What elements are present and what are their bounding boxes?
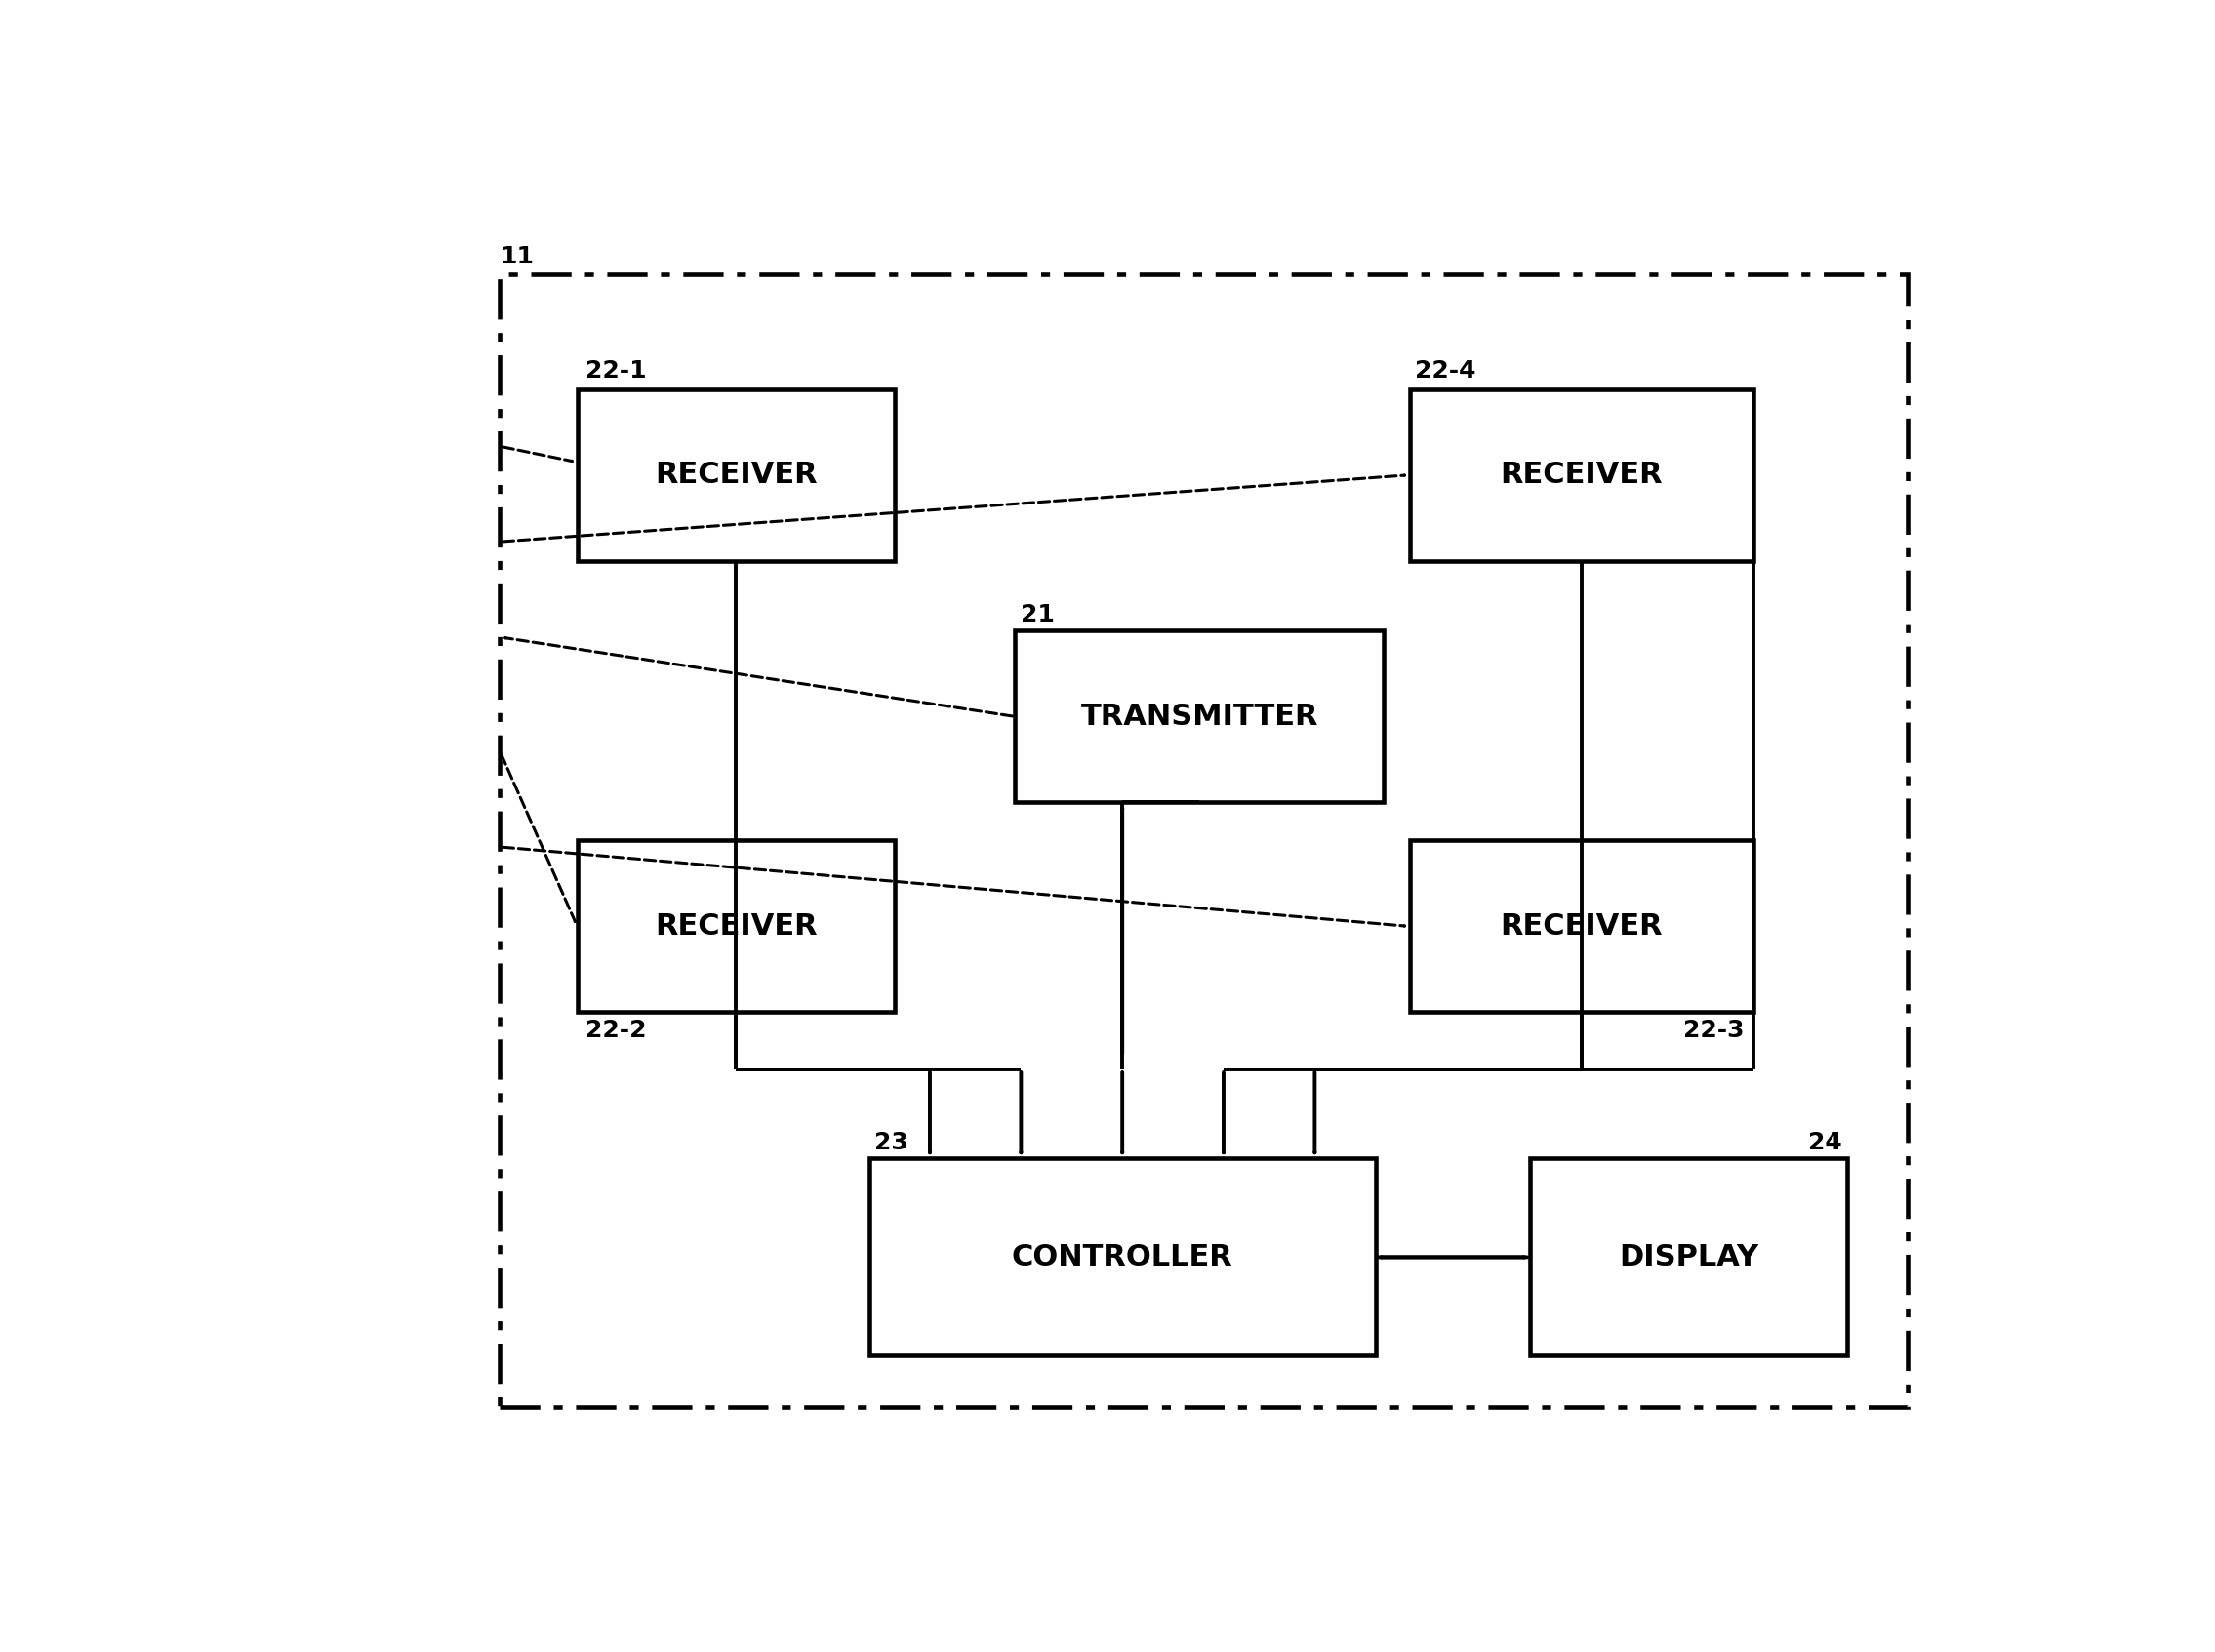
Bar — [1411, 841, 1754, 1013]
Text: 24: 24 — [1807, 1132, 1843, 1155]
Text: RECEIVER: RECEIVER — [1500, 912, 1663, 940]
Bar — [1411, 390, 1754, 560]
Text: 22-1: 22-1 — [585, 358, 647, 383]
Bar — [868, 1158, 1376, 1356]
Text: 22-2: 22-2 — [585, 1019, 647, 1042]
Bar — [578, 841, 895, 1013]
Text: 22-3: 22-3 — [1683, 1019, 1745, 1042]
Text: 11: 11 — [501, 244, 534, 268]
Bar — [578, 390, 895, 560]
Bar — [501, 274, 1907, 1408]
Text: 21: 21 — [1021, 603, 1054, 626]
Text: CONTROLLER: CONTROLLER — [1012, 1242, 1234, 1272]
Text: TRANSMITTER: TRANSMITTER — [1081, 702, 1318, 730]
Text: RECEIVER: RECEIVER — [656, 912, 817, 940]
Text: RECEIVER: RECEIVER — [656, 461, 817, 489]
Text: DISPLAY: DISPLAY — [1619, 1242, 1759, 1272]
Text: 23: 23 — [875, 1132, 908, 1155]
Text: RECEIVER: RECEIVER — [1500, 461, 1663, 489]
Text: 22-4: 22-4 — [1415, 358, 1475, 383]
Bar — [1531, 1158, 1847, 1356]
Bar — [1014, 631, 1384, 803]
